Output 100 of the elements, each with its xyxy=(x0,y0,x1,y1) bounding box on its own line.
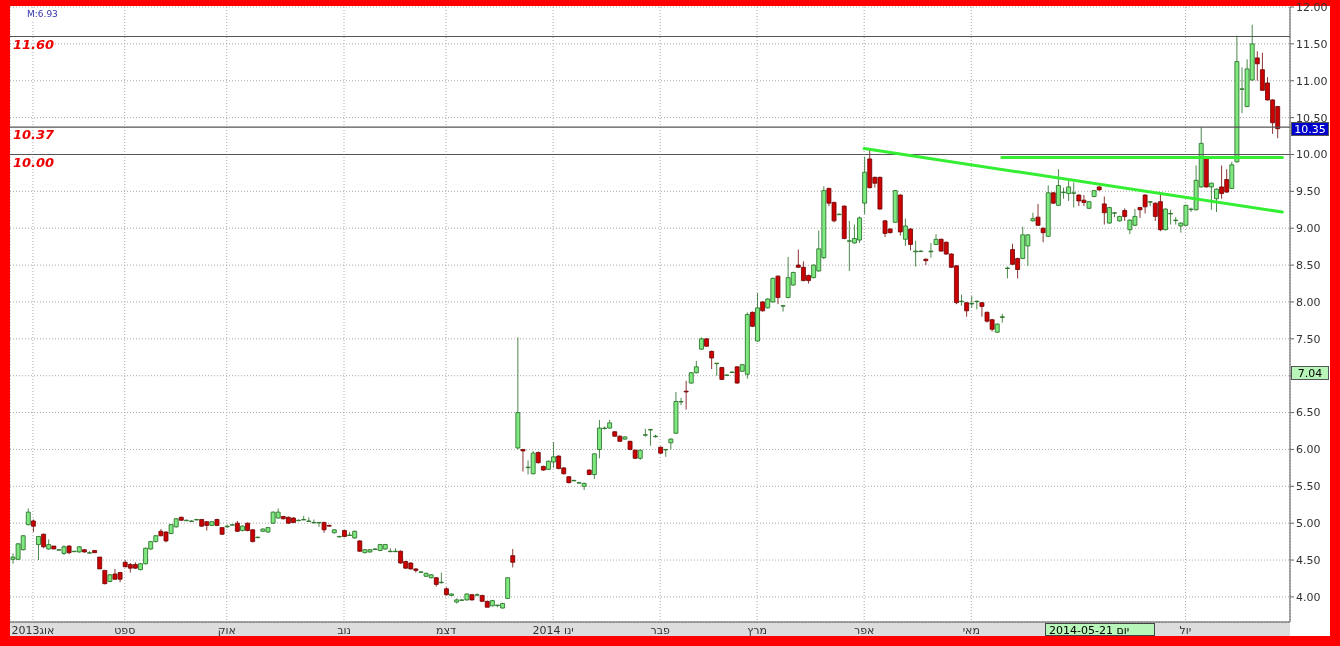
candlestick xyxy=(510,548,516,568)
candlestick xyxy=(841,204,847,240)
candlestick xyxy=(1086,200,1092,210)
y-tick-label: 6.00 xyxy=(1296,443,1321,457)
candlestick xyxy=(234,520,240,533)
candlestick xyxy=(586,468,592,476)
ref-line-label: 11.60 xyxy=(13,36,55,52)
text: 2014-05-21 יום xyxy=(1045,623,1155,637)
candlestick xyxy=(923,258,929,266)
candlestick xyxy=(622,435,628,441)
candlestick xyxy=(1122,207,1128,222)
candlestick xyxy=(81,548,87,554)
candlestick xyxy=(867,149,873,189)
candlestick xyxy=(591,452,597,480)
x-tick-label: ספט xyxy=(114,624,136,637)
candlestick xyxy=(97,556,103,570)
candlestick xyxy=(750,311,755,328)
candlestick xyxy=(897,193,903,236)
candlestick xyxy=(31,519,36,533)
candlestick xyxy=(469,593,475,602)
y-tick-label: 7.50 xyxy=(1296,332,1321,346)
candlestick xyxy=(1203,157,1209,189)
candlestick xyxy=(474,592,480,597)
candlestick xyxy=(999,313,1005,324)
candlestick xyxy=(46,539,52,551)
candlestick xyxy=(25,508,31,526)
candlestick xyxy=(1035,203,1041,227)
candlestick xyxy=(642,428,648,438)
candlestick xyxy=(92,550,97,554)
candlestick xyxy=(1040,227,1046,243)
candlestick xyxy=(1045,185,1051,238)
y-tick-label: 4.50 xyxy=(1296,553,1321,567)
candlestick xyxy=(1173,216,1179,225)
candlestick xyxy=(663,449,669,458)
y-tick-label: 8.50 xyxy=(1296,259,1321,272)
candlestick xyxy=(41,533,46,549)
candlestick xyxy=(969,295,975,309)
candlestick xyxy=(1254,50,1260,82)
y-tick-label: 10.00 xyxy=(1296,148,1328,162)
x-tick-label: נוב xyxy=(337,624,351,637)
candlestick xyxy=(1096,185,1102,192)
candlestick xyxy=(520,449,526,472)
candlestick xyxy=(714,362,720,377)
candlestick xyxy=(449,592,454,597)
candlestick xyxy=(342,529,347,538)
candlestick xyxy=(683,380,689,411)
candlestick xyxy=(36,536,41,561)
candlestick xyxy=(336,535,342,538)
candlestick xyxy=(964,301,970,318)
candlestick xyxy=(719,366,725,381)
candlestick xyxy=(709,350,715,370)
candlestick xyxy=(959,294,964,307)
candlestick xyxy=(209,520,215,527)
x-tick-label: יול xyxy=(1179,624,1192,637)
candlestick xyxy=(311,519,317,524)
candlestick xyxy=(540,465,546,472)
candlestick xyxy=(699,336,704,351)
candlestick xyxy=(744,311,750,380)
candlestick xyxy=(780,304,786,312)
x-tick-label: אפר xyxy=(853,624,875,637)
y-tick-label: 11.50 xyxy=(1296,37,1328,51)
candlestick xyxy=(444,586,449,596)
candlestick xyxy=(892,189,898,224)
annotation: 7.04 xyxy=(1291,365,1329,380)
candlestick xyxy=(87,550,92,554)
y-tick-label: 8.00 xyxy=(1296,295,1321,309)
candlestick xyxy=(653,434,658,439)
candlestick xyxy=(637,449,643,461)
candlestick xyxy=(836,213,842,216)
y-tick-label: 5.50 xyxy=(1296,480,1321,494)
candlestick xyxy=(535,451,541,464)
x-tick-label: מאי xyxy=(962,624,980,637)
candlestick xyxy=(132,561,138,570)
candlestick xyxy=(1050,191,1056,205)
candlestick xyxy=(51,545,57,550)
x-tick-label: ינו 2014 xyxy=(532,624,574,637)
candlestick xyxy=(1229,161,1235,190)
annotation: M:6.93 xyxy=(24,8,61,21)
annotation: 10.35 xyxy=(1291,121,1329,136)
candlestick xyxy=(199,519,205,528)
y-tick-label: 9.00 xyxy=(1296,222,1321,236)
candlestick xyxy=(102,569,108,585)
candlestick xyxy=(107,573,113,583)
x-tick-label: דצמ xyxy=(436,624,457,637)
candlestick xyxy=(658,446,664,455)
candlestick xyxy=(515,336,521,450)
candlestick xyxy=(1209,182,1214,211)
candlestick xyxy=(433,576,439,587)
candlestick xyxy=(994,322,1000,334)
candlestick xyxy=(1030,212,1036,222)
candlestick xyxy=(903,218,908,247)
candlestick xyxy=(1101,196,1107,225)
candlestick xyxy=(1005,266,1010,279)
candlestick xyxy=(913,240,919,267)
ref-line-label: 10.37 xyxy=(13,127,56,143)
y-tick-label: 6.50 xyxy=(1296,406,1321,420)
candlestick xyxy=(357,539,363,553)
candlestick xyxy=(734,365,740,385)
candlestick xyxy=(1147,200,1153,207)
candlestick xyxy=(240,525,245,532)
